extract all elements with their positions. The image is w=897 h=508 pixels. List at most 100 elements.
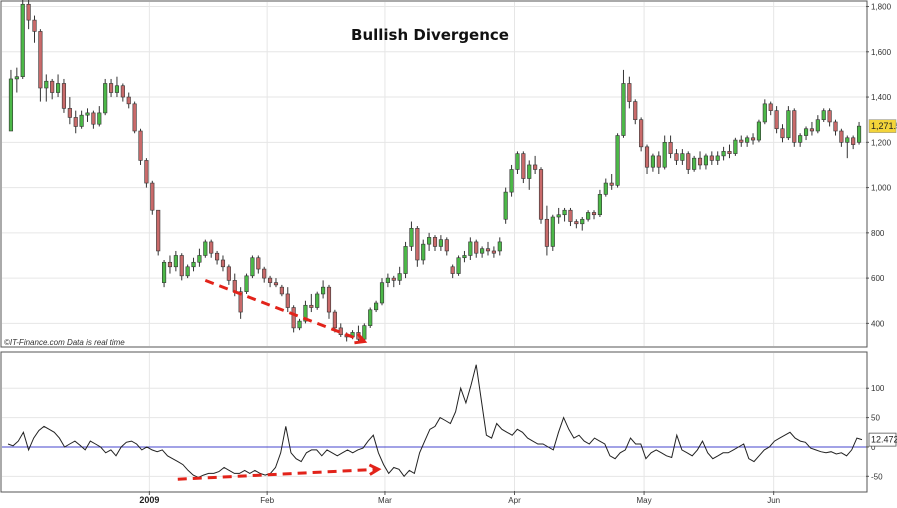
candle-body xyxy=(521,153,526,179)
candle-body xyxy=(138,130,143,161)
candle-body xyxy=(268,277,273,283)
candle-body xyxy=(179,255,184,277)
candle-body xyxy=(126,96,131,105)
month-axis: 2009FebMarAprMayJunJul xyxy=(139,491,780,505)
indicator-last-value: 12.472 xyxy=(871,435,897,445)
candle-body xyxy=(809,128,815,132)
month-tick-label: Apr xyxy=(508,496,521,505)
candle-body xyxy=(38,31,43,89)
candle-body xyxy=(156,209,161,252)
candle xyxy=(538,167,544,224)
candle-body xyxy=(733,139,738,154)
candle xyxy=(527,160,532,190)
candle xyxy=(768,101,773,116)
candle xyxy=(73,110,78,134)
candle xyxy=(185,264,190,279)
candle xyxy=(521,151,526,184)
candle-body xyxy=(185,266,190,277)
candle xyxy=(297,318,302,331)
candle xyxy=(721,146,726,161)
candle-body xyxy=(856,125,862,143)
candle xyxy=(385,273,390,288)
candle-body xyxy=(480,248,485,254)
candle xyxy=(468,237,473,260)
candle-body xyxy=(768,103,773,111)
candle xyxy=(609,174,614,190)
candle xyxy=(126,92,131,109)
candle-body xyxy=(403,246,408,274)
candle-body xyxy=(427,237,432,245)
candle-body xyxy=(103,83,108,114)
month-gridlines xyxy=(148,2,775,491)
candle-body xyxy=(144,160,149,184)
candle-body xyxy=(762,103,767,123)
candle-body xyxy=(285,293,290,308)
candle xyxy=(456,255,461,276)
candle xyxy=(762,99,767,125)
price-tick-label: 1,200 xyxy=(871,138,892,147)
candlestick-series xyxy=(8,0,862,342)
candle-body xyxy=(556,214,561,218)
candle-body xyxy=(173,255,178,268)
candle xyxy=(209,239,214,258)
candle xyxy=(615,133,620,188)
candle-body xyxy=(79,114,84,127)
candle-body xyxy=(309,304,314,308)
candle-body xyxy=(703,155,708,166)
candle-body xyxy=(197,255,202,263)
candle-body xyxy=(32,19,37,32)
candle xyxy=(503,187,508,224)
candle xyxy=(50,78,55,100)
price-divergence-arrow xyxy=(204,278,365,343)
candle xyxy=(745,135,750,147)
price-last-value-badge: 1,271.5 xyxy=(868,119,897,133)
candle xyxy=(697,151,703,170)
candle xyxy=(67,97,72,125)
candle xyxy=(809,121,815,136)
candle xyxy=(20,0,25,79)
candle-body xyxy=(332,311,337,329)
candle xyxy=(97,106,102,127)
candle-body xyxy=(845,137,850,143)
candle-body xyxy=(109,83,114,93)
candle-body xyxy=(120,85,125,98)
price-tick-label: 1,000 xyxy=(871,184,892,193)
candle xyxy=(833,119,838,136)
candle xyxy=(150,180,155,215)
candle-body xyxy=(303,304,308,322)
candle-body xyxy=(26,3,31,21)
candle-body xyxy=(250,257,255,277)
data-credit: ©IT-Finance.com Data is real time xyxy=(4,338,125,347)
candle-body xyxy=(321,286,326,295)
candle xyxy=(733,137,738,156)
candle xyxy=(374,300,379,313)
candle xyxy=(215,250,220,265)
candle-body xyxy=(444,239,449,252)
candle xyxy=(173,250,178,272)
candle xyxy=(621,69,626,138)
indicator-tick-label: 0 xyxy=(871,443,876,452)
candle-body xyxy=(662,142,667,168)
candle-body xyxy=(833,121,838,132)
candle xyxy=(603,178,608,197)
candle xyxy=(568,207,573,227)
candle-body xyxy=(851,137,856,145)
candle xyxy=(179,253,184,281)
candle-body xyxy=(232,280,237,292)
candle-body xyxy=(774,110,779,130)
candle-body xyxy=(739,139,744,143)
candle xyxy=(544,205,549,256)
candle-body xyxy=(85,112,90,116)
candle xyxy=(103,78,108,116)
candle xyxy=(391,275,396,288)
candle xyxy=(421,239,426,265)
candle-body xyxy=(727,151,732,154)
candle xyxy=(61,78,67,113)
candle-body xyxy=(14,76,19,80)
candle-body xyxy=(238,291,243,313)
candle-body xyxy=(391,277,396,281)
indicator-series-line xyxy=(7,364,863,479)
candle xyxy=(703,153,708,170)
price-panel-frame xyxy=(0,0,868,348)
